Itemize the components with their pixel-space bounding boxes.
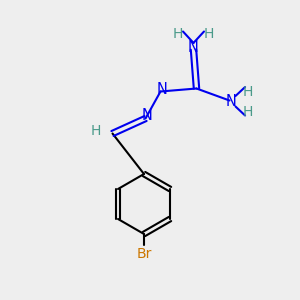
Text: H: H xyxy=(204,28,214,41)
Text: N: N xyxy=(188,40,199,56)
Text: N: N xyxy=(157,82,167,98)
Text: H: H xyxy=(242,106,253,119)
Text: H: H xyxy=(242,85,253,98)
Text: Br: Br xyxy=(136,247,152,260)
Text: N: N xyxy=(142,108,152,123)
Text: N: N xyxy=(226,94,236,110)
Text: H: H xyxy=(173,28,183,41)
Text: H: H xyxy=(91,124,101,137)
